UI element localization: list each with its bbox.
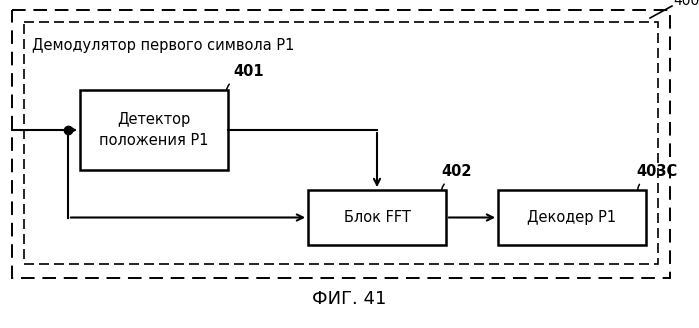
Bar <box>308 190 446 245</box>
Text: 400C: 400C <box>673 0 699 8</box>
Text: 402: 402 <box>441 164 472 179</box>
Text: Декодер Р1: Декодер Р1 <box>528 210 617 225</box>
Bar <box>498 190 646 245</box>
Text: Демодулятор первого символа Р1: Демодулятор первого символа Р1 <box>32 38 294 53</box>
Bar <box>24 22 658 264</box>
Bar <box>12 10 670 278</box>
Text: 401: 401 <box>233 64 264 79</box>
Text: ФИГ. 41: ФИГ. 41 <box>312 290 386 308</box>
Text: 403C: 403C <box>636 164 677 179</box>
Bar <box>80 90 228 170</box>
Text: Детектор
положения Р1: Детектор положения Р1 <box>99 112 209 148</box>
Text: Блок FFT: Блок FFT <box>344 210 410 225</box>
